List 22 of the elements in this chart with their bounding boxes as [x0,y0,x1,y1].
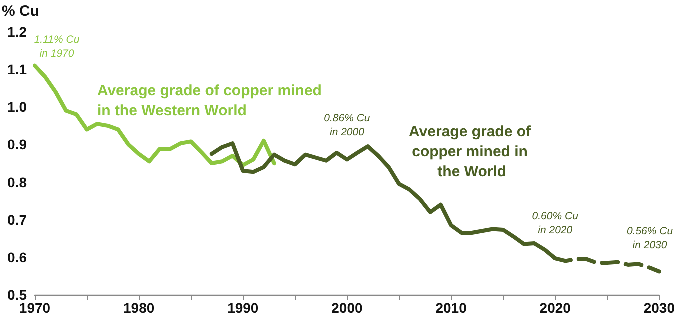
annotation: 0.60% Cu in 2020 [532,210,579,236]
x-tick-label: 2010 [436,300,468,316]
annotation: 1.11% Cu in 1970 [34,34,80,60]
y-tick-label: 0.9 [8,136,28,153]
x-tick-label: 2020 [540,300,572,316]
x-tick-label: 2030 [644,300,676,316]
line-series [33,64,276,168]
series-label: Average grade of copper mined in the World [409,124,536,181]
x-tick-label: 1970 [19,300,51,316]
annotation: 0.86% Cu in 2000 [324,112,370,139]
y-axis-title: % Cu [2,3,40,20]
y-tick-label: 0.8 [8,174,28,190]
x-tick-label: 1990 [228,300,259,316]
x-tick-label: 2000 [332,300,363,316]
y-tick-label: 1.2 [8,24,28,40]
y-tick-label: 0.6 [8,249,28,266]
y-tick-label: 1.0 [8,99,28,116]
y-tick-label: 0.7 [8,212,28,228]
x-tick-label: 1980 [123,300,155,316]
annotation: 0.56% Cu in 2030 [626,225,674,252]
y-tick-label: 1.1 [8,62,28,78]
y-tick-label: 0.5 [8,287,28,303]
